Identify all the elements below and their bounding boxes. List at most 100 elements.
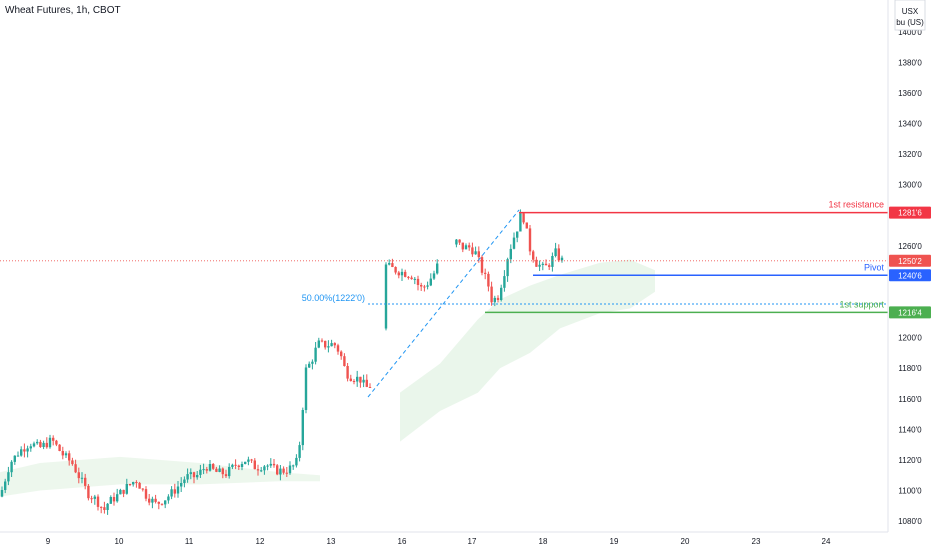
candle [244,461,247,464]
candle [144,489,148,499]
support-price-value: 1216'4 [898,308,922,317]
candle [48,437,52,448]
candle [32,443,36,447]
candle [61,451,64,456]
pivot-level[interactable]: Pivot [533,262,888,277]
candle [135,482,138,483]
candle [256,469,260,471]
candle [429,278,432,286]
unit-label: bu (US) [896,18,924,27]
price-tags: 1281'6 1250'2 1240'6 1216'4 [889,206,931,319]
candle [554,248,557,256]
candle [484,272,487,274]
candle [109,497,112,504]
candle [16,455,20,457]
candle [560,257,564,261]
candle [343,356,346,366]
candle [407,276,410,278]
candle [480,257,484,273]
time-axis[interactable]: 9 10 11 12 13 16 17 18 19 20 23 24 [0,531,888,546]
candle [106,503,109,510]
candle [269,463,272,466]
y-tick-label: 1140'0 [898,425,922,434]
candle [74,464,77,473]
candle [100,506,103,508]
candle [39,441,42,447]
candle [394,267,397,273]
current-price-tag [889,254,931,267]
y-tick-label: 1400'0 [898,28,922,37]
candle [224,474,228,477]
y-tick-label: 1260'0 [898,242,922,251]
candle [45,442,48,448]
candle [458,239,461,243]
candle [317,340,320,348]
candle [215,468,218,472]
x-tick-label: 18 [539,537,548,546]
fib-trend-line [367,209,520,398]
y-tick-label: 1120'0 [898,456,922,465]
candle [116,494,119,502]
candles [0,209,564,515]
resistance-price-value: 1281'6 [898,209,922,218]
x-tick-label: 17 [468,537,477,546]
candle [404,271,407,277]
candle [557,248,560,261]
candle [528,228,532,252]
candle [167,496,170,501]
candle [525,222,528,229]
resistance-level[interactable]: 1st resistance [519,200,888,214]
candle [391,263,394,267]
candle [314,347,317,362]
candle [522,213,525,223]
candle [298,445,301,458]
fib-level-label: 50.00%(1222'0) [302,293,365,303]
candle [301,410,304,446]
fib-retracement[interactable]: 50.00%(1222'0) [302,209,888,398]
candle [512,237,516,249]
cloud-area-early [0,456,320,497]
candle [13,455,16,462]
candle [253,460,256,470]
candle [500,287,503,300]
candle [148,498,151,503]
x-tick-label: 23 [752,537,761,546]
support-level[interactable]: 1st support [485,299,888,314]
candle [10,461,13,473]
candle [90,498,93,500]
candle [330,343,333,347]
candle [384,264,388,329]
candle [7,472,10,482]
candle [112,497,116,502]
candle [336,345,340,352]
candle [80,477,84,479]
currency-label: USX [902,7,919,16]
candle [125,484,128,494]
candle [4,481,7,490]
candle [272,463,276,466]
candle [340,351,343,357]
candle [464,245,468,250]
candle [237,465,240,467]
ichimoku-cloud [0,259,655,497]
candle [282,468,285,473]
candle [218,468,221,472]
x-tick-label: 10 [115,537,124,546]
y-tick-label: 1180'0 [898,364,922,373]
candle [400,271,404,276]
candle [509,248,512,260]
y-tick-label: 1200'0 [898,334,922,343]
candle [320,340,324,342]
candle [173,489,176,494]
x-tick-label: 12 [256,537,265,546]
x-tick-label: 13 [327,537,336,546]
y-tick-label: 1320'0 [898,150,922,159]
candle [461,242,464,250]
candle [160,503,164,505]
support-label: 1st support [839,299,884,309]
candle [551,256,554,267]
candle [119,489,122,495]
candle [388,263,391,265]
candle [346,366,349,379]
